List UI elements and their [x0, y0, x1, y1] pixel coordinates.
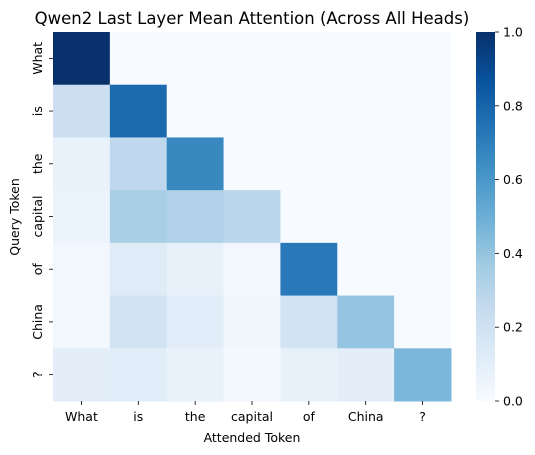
heatmap-cell — [53, 242, 111, 297]
heatmap-cell — [394, 84, 452, 138]
chart-title: Qwen2 Last Layer Mean Attention (Across … — [35, 9, 470, 28]
x-axis-label: Attended Token — [204, 430, 301, 445]
heatmap-cell — [223, 137, 281, 191]
heatmap-cell — [280, 348, 338, 402]
colorbar — [476, 32, 495, 401]
heatmap-cell — [280, 190, 338, 244]
heatmap-cell — [394, 295, 452, 349]
heatmap-cell — [337, 190, 395, 244]
heatmap-cell — [280, 32, 338, 86]
x-tick-label: of — [303, 409, 316, 424]
colorbar-tick-label: 0.4 — [503, 246, 523, 261]
heatmap-cell — [337, 348, 395, 402]
y-tick-label: China — [30, 304, 45, 340]
heatmap-cell — [337, 242, 395, 297]
heatmap-cell — [109, 32, 168, 86]
y-axis-label: Query Token — [7, 178, 22, 256]
heatmap-cells — [53, 32, 452, 402]
y-tick-label: ? — [30, 371, 45, 378]
heatmap-cell — [53, 348, 111, 402]
x-tick-label: What — [65, 409, 98, 424]
y-tick-label: is — [30, 106, 45, 116]
heatmap-cell — [166, 84, 225, 138]
colorbar-ticks: 0.0 0.2 0.4 0.6 0.8 1.0 — [495, 25, 523, 409]
colorbar-tick-label: 0.2 — [503, 320, 523, 335]
heatmap-cell — [53, 137, 111, 191]
x-tick-label: China — [348, 409, 384, 424]
heatmap-cell — [53, 190, 111, 244]
heatmap-cell — [53, 295, 111, 349]
heatmap-cell — [337, 84, 395, 138]
heatmap-cell — [223, 295, 281, 349]
heatmap-cell — [109, 295, 168, 349]
y-tick-label: What — [30, 42, 45, 75]
y-tick-label: the — [30, 153, 45, 174]
heatmap-cell — [166, 137, 225, 191]
x-tick-label: is — [133, 409, 143, 424]
colorbar-tick-label: 0.6 — [503, 172, 523, 187]
y-tick-label: capital — [30, 196, 45, 238]
heatmap-cell — [280, 137, 338, 191]
heatmap-cell — [223, 190, 281, 244]
heatmap-cell — [53, 84, 111, 138]
heatmap-cell — [280, 84, 338, 138]
heatmap-cell — [394, 190, 452, 244]
heatmap-cell — [223, 242, 281, 297]
heatmap-cell — [394, 242, 452, 297]
x-tick-label: ? — [419, 409, 426, 424]
heatmap-cell — [394, 137, 452, 191]
heatmap-cell — [337, 32, 395, 86]
heatmap-cell — [223, 84, 281, 138]
heatmap-cell — [166, 242, 225, 297]
y-axis-ticks: What is the capital of China? — [30, 42, 53, 378]
colorbar-tick-label: 0.8 — [503, 98, 523, 113]
heatmap-cell — [109, 190, 168, 244]
heatmap-cell — [166, 348, 225, 402]
heatmap-cell — [53, 32, 111, 86]
heatmap-cell — [394, 348, 452, 402]
x-tick-label: the — [185, 409, 206, 424]
colorbar-tick-label: 0.0 — [503, 394, 523, 409]
x-axis-ticks: What is the capital of China? — [65, 401, 426, 424]
heatmap-cell — [109, 348, 168, 402]
y-tick-label: of — [30, 263, 45, 276]
heatmap-cell — [337, 295, 395, 349]
heatmap-cell — [166, 295, 225, 349]
heatmap-cell — [394, 32, 452, 86]
heatmap-cell — [109, 242, 168, 297]
heatmap-cell — [223, 348, 281, 402]
heatmap-cell — [166, 32, 225, 86]
heatmap-cell — [223, 32, 281, 86]
heatmap-cell — [166, 190, 225, 244]
heatmap-cell — [109, 137, 168, 191]
heatmap-cell — [280, 242, 338, 297]
x-tick-label: capital — [231, 409, 273, 424]
heatmap-cell — [337, 137, 395, 191]
colorbar-tick-label: 1.0 — [503, 25, 523, 40]
heatmap-cell — [280, 295, 338, 349]
heatmap-cell — [109, 84, 168, 138]
